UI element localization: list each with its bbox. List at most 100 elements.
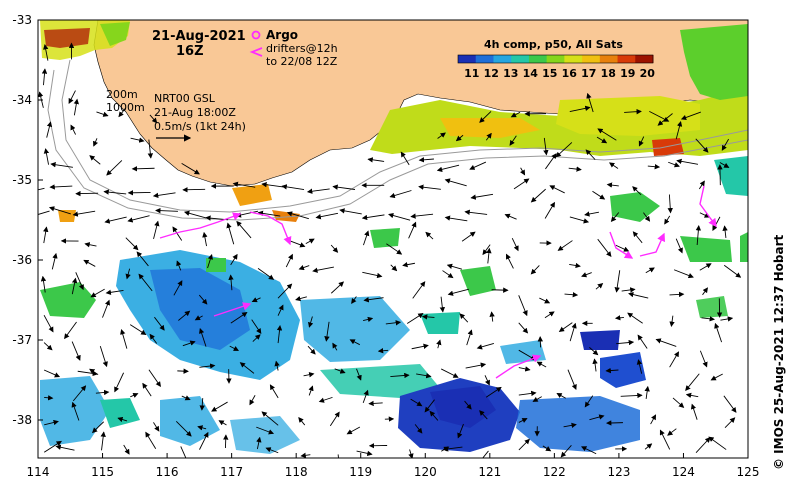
current-arrow (390, 264, 398, 272)
current-arrow (100, 431, 106, 451)
current-arrow (485, 132, 492, 141)
map-date: 21-Aug-2021 (152, 29, 246, 44)
current-arrow (367, 157, 385, 163)
current-arrow (469, 161, 487, 170)
current-arrow (386, 243, 403, 255)
current-arrow (41, 68, 48, 86)
current-arrow (699, 212, 710, 218)
current-arrow (257, 210, 281, 217)
current-arrow (714, 322, 723, 343)
lat-tick-label: -33 (12, 13, 32, 27)
lat-tick-label: -37 (12, 333, 32, 347)
current-arrow (154, 316, 165, 331)
current-arrow (318, 396, 333, 403)
current-arrow (68, 90, 76, 104)
current-arrow (363, 230, 370, 246)
current-arrow (406, 313, 424, 324)
current-arrow (363, 297, 384, 303)
argo-label: Argo (266, 28, 298, 42)
current-arrow (153, 220, 160, 240)
current-arrow (127, 215, 150, 223)
current-arrow (125, 268, 131, 280)
current-arrow (173, 280, 183, 296)
current-arrow (530, 188, 546, 203)
current-arrow (83, 259, 96, 267)
longitude-axis: 114 115 116 117 118 119 120 121 122 123 124 125 (27, 453, 759, 479)
current-arrow (440, 368, 459, 378)
current-arrow (104, 216, 127, 224)
current-arrow (597, 238, 612, 258)
current-arrow (586, 92, 594, 113)
current-arrow (256, 436, 262, 450)
current-arrow (536, 361, 547, 368)
current-arrow (232, 181, 256, 188)
current-arrow (136, 251, 149, 267)
current-arrow (621, 287, 636, 293)
current-arrow (349, 339, 361, 346)
current-arrow (202, 231, 208, 247)
current-arrow (699, 350, 708, 368)
current-arrow (615, 244, 630, 252)
current-arrow (408, 221, 417, 239)
current-arrow (38, 187, 45, 191)
current-arrow (131, 166, 155, 172)
lon-tick-label: 121 (478, 465, 501, 479)
colorbar-tick-label: 13 (503, 67, 518, 80)
drifters-to-label: to 22/08 12Z (266, 55, 338, 68)
current-arrow (362, 316, 374, 323)
current-arrow (616, 339, 635, 346)
current-arrow (90, 288, 105, 298)
current-arrow (49, 184, 73, 190)
current-arrow (298, 265, 310, 271)
current-arrow (295, 295, 307, 302)
current-arrow (305, 238, 315, 245)
current-arrow (699, 263, 712, 271)
colorbar-frame (457, 54, 654, 64)
current-arrow (315, 212, 339, 220)
current-arrow (657, 113, 673, 126)
current-arrow (723, 264, 742, 278)
current-arrow (720, 316, 734, 322)
colorbar-tick-label: 11 (464, 67, 479, 80)
current-arrow (274, 360, 280, 371)
current-arrow (130, 137, 145, 143)
current-arrow (285, 253, 293, 268)
colorbar-segment (475, 55, 494, 63)
current-arrow (117, 416, 128, 423)
current-arrow (75, 272, 84, 291)
current-arrow (125, 237, 139, 251)
current-arrow (636, 359, 643, 374)
current-arrow (145, 431, 157, 449)
current-arrow (199, 363, 216, 369)
current-arrow (606, 182, 619, 188)
current-arrow (149, 114, 158, 124)
lon-tick-label: 117 (220, 465, 243, 479)
current-arrow (698, 180, 705, 190)
current-arrow (596, 136, 608, 144)
current-arrow (43, 148, 50, 165)
current-arrow (269, 384, 279, 399)
current-arrow (702, 287, 708, 296)
current-arrow (563, 422, 577, 429)
current-arrow (669, 291, 685, 298)
current-arrow (669, 351, 680, 368)
sst-colorbar (457, 54, 654, 64)
current-arrow (120, 328, 128, 349)
current-arrow (410, 213, 434, 219)
lon-tick-label: 114 (27, 465, 50, 479)
current-arrow (118, 107, 127, 118)
current-arrow (298, 416, 306, 426)
current-arrow (324, 321, 330, 342)
current-arrow (437, 132, 446, 139)
current-arrow (485, 386, 502, 398)
current-arrow (585, 149, 596, 160)
current-arrow (211, 401, 228, 412)
colorbar-tick-label: 19 (620, 67, 635, 80)
current-arrow (644, 385, 650, 399)
current-arrow (261, 181, 284, 188)
current-arrow (152, 192, 176, 199)
current-arrow (592, 190, 606, 200)
current-arrow (286, 211, 309, 220)
colorbar-tick-label: 12 (484, 67, 499, 80)
current-arrow (581, 446, 597, 455)
